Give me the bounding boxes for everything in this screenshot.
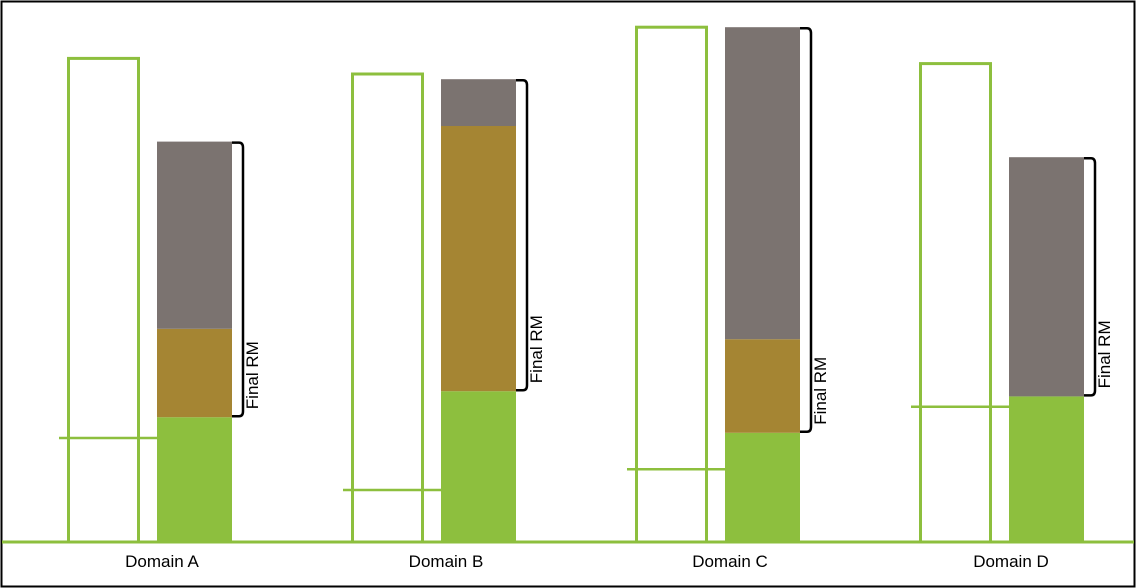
brown-segment-domain-b bbox=[441, 126, 516, 392]
final-rm-label-domain-d: Final RM bbox=[1095, 320, 1114, 388]
category-label-domain-b: Domain B bbox=[409, 552, 484, 571]
gray-segment-domain-c bbox=[725, 27, 800, 340]
final-rm-label-domain-c: Final RM bbox=[811, 357, 830, 425]
brown-segment-domain-c bbox=[725, 339, 800, 433]
final-rm-brace-domain-b bbox=[516, 78, 529, 392]
final-rm-label-domain-a: Final RM bbox=[243, 341, 262, 409]
green-segment-domain-d bbox=[1009, 396, 1084, 542]
final-rm-label-domain-b: Final RM bbox=[527, 315, 546, 383]
gray-segment-domain-b bbox=[441, 79, 516, 126]
gray-segment-domain-d bbox=[1009, 157, 1084, 397]
chart-labels: Final RM Domain A Final RM Domain B Final RM… bbox=[125, 315, 1114, 571]
final-rm-brace-domain-d bbox=[1084, 156, 1097, 397]
category-label-domain-a: Domain A bbox=[125, 552, 199, 571]
chart-marks bbox=[59, 25, 1097, 544]
gray-segment-domain-a bbox=[157, 141, 232, 329]
category-label-domain-c: Domain C bbox=[692, 552, 768, 571]
final-rm-brace-domain-a bbox=[232, 141, 245, 418]
green-segment-domain-c bbox=[725, 432, 800, 542]
final-rm-brace-domain-c bbox=[800, 26, 813, 434]
category-label-domain-d: Domain D bbox=[973, 552, 1049, 571]
green-segment-domain-a bbox=[157, 417, 232, 542]
green-segment-domain-b bbox=[441, 391, 516, 542]
brown-segment-domain-a bbox=[157, 328, 232, 418]
